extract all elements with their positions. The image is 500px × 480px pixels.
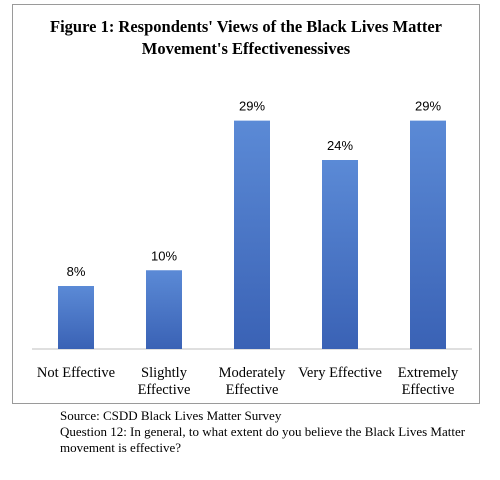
bar-1: [146, 270, 182, 349]
source-note: Source: CSDD Black Lives Matter Survey: [60, 408, 282, 423]
bar-3: [322, 160, 358, 349]
bar-0: [58, 286, 94, 349]
bars: [58, 120, 446, 349]
bar-value-label-2: 29%: [239, 99, 265, 114]
bar-value-label-1: 10%: [151, 248, 177, 263]
category-label-3: Very Effective: [298, 365, 382, 381]
bar-value-label-0: 8%: [67, 264, 86, 279]
category-label-0: Not Effective: [37, 365, 115, 381]
bar-2: [234, 120, 270, 349]
bar-value-label-4: 29%: [415, 99, 441, 114]
category-labels: Not Effective Slightly Effective Moderately…: [37, 365, 459, 398]
bar-4: [410, 120, 446, 349]
value-labels: 8% 10% 29% 24% 29%: [67, 99, 442, 279]
category-label-4: Extremely Effective: [398, 365, 459, 398]
bar-value-label-3: 24%: [327, 138, 353, 153]
category-label-1: Slightly Effective: [138, 365, 191, 398]
category-label-2: Moderately Effective: [219, 365, 287, 398]
question-note: Question 12: In general, to what extent …: [60, 424, 466, 455]
chart-title: Figure 1: Respondents' Views of the Blac…: [50, 17, 442, 58]
